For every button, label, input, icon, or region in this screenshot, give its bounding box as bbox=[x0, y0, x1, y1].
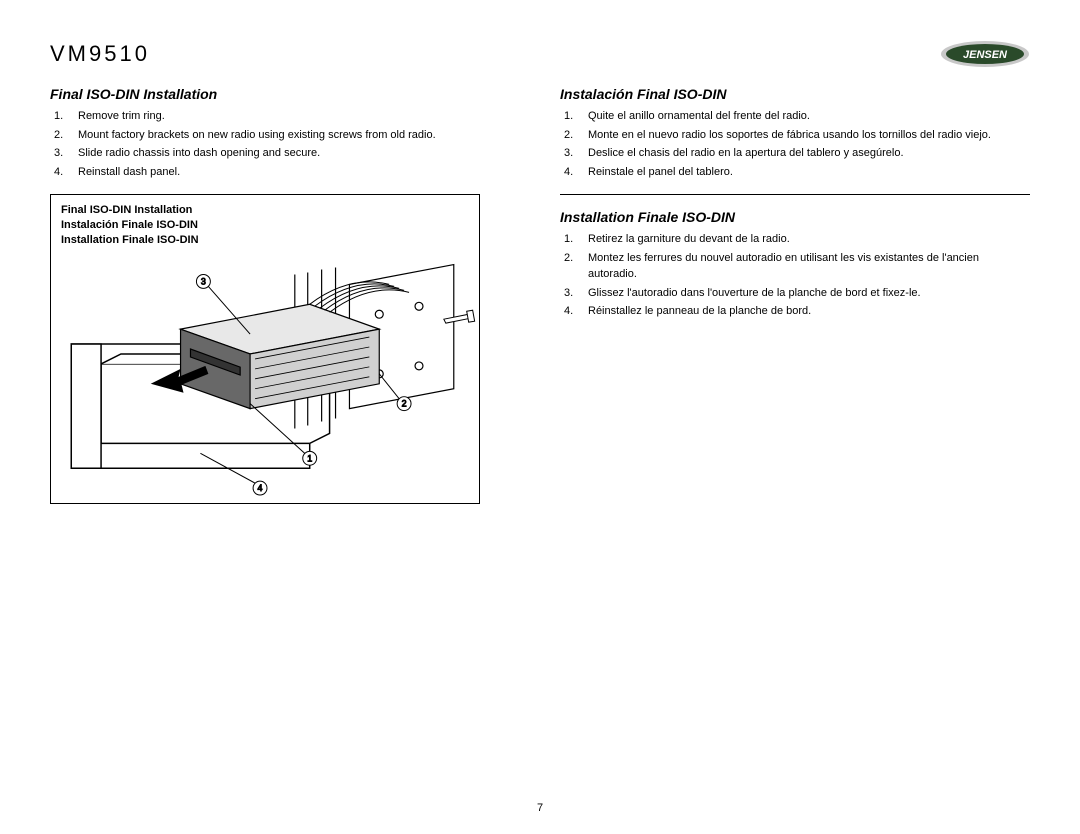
en-step: Remove trim ring. bbox=[50, 108, 520, 125]
en-step: Reinstall dash panel. bbox=[50, 164, 520, 181]
es-title: Instalación Final ISO-DIN bbox=[560, 86, 1030, 102]
fr-step: Glissez l'autoradio dans l'ouverture de … bbox=[560, 285, 1030, 302]
fr-step: Montez les ferrures du nouvel autoradio … bbox=[560, 250, 1030, 283]
right-column: Instalación Final ISO-DIN Quite el anill… bbox=[560, 86, 1030, 504]
jensen-logo: JENSEN bbox=[940, 40, 1030, 68]
es-step: Monte en el nuevo radio los soportes de … bbox=[560, 127, 1030, 144]
diagram-illustration: 3 2 1 4 bbox=[51, 195, 479, 503]
svg-text:JENSEN: JENSEN bbox=[963, 49, 1008, 61]
fr-title: Installation Finale ISO-DIN bbox=[560, 209, 1030, 225]
fr-step: Retirez la garniture du devant de la rad… bbox=[560, 231, 1030, 248]
fr-steps: Retirez la garniture du devant de la rad… bbox=[560, 231, 1030, 320]
content-columns: Final ISO-DIN Installation Remove trim r… bbox=[50, 86, 1030, 504]
callout-2: 2 bbox=[402, 399, 407, 409]
section-divider bbox=[560, 194, 1030, 195]
en-title: Final ISO-DIN Installation bbox=[50, 86, 520, 102]
es-step: Reinstale el panel del tablero. bbox=[560, 164, 1030, 181]
es-step: Quite el anillo ornamental del frente de… bbox=[560, 108, 1030, 125]
callout-3: 3 bbox=[201, 276, 206, 286]
left-column: Final ISO-DIN Installation Remove trim r… bbox=[50, 86, 520, 504]
es-steps: Quite el anillo ornamental del frente de… bbox=[560, 108, 1030, 180]
fr-step: Réinstallez le panneau de la planche de … bbox=[560, 303, 1030, 320]
page-number: 7 bbox=[537, 802, 543, 814]
en-step: Mount factory brackets on new radio usin… bbox=[50, 127, 520, 144]
callout-4: 4 bbox=[258, 483, 263, 493]
es-step: Deslice el chasis del radio en la apertu… bbox=[560, 145, 1030, 162]
callout-1: 1 bbox=[307, 453, 312, 463]
en-step: Slide radio chassis into dash opening an… bbox=[50, 145, 520, 162]
installation-diagram: Final ISO-DIN Installation Instalación F… bbox=[50, 194, 480, 504]
model-number: VM9510 bbox=[50, 41, 150, 67]
en-steps: Remove trim ring. Mount factory brackets… bbox=[50, 108, 520, 180]
page-header: VM9510 JENSEN bbox=[50, 40, 1030, 68]
